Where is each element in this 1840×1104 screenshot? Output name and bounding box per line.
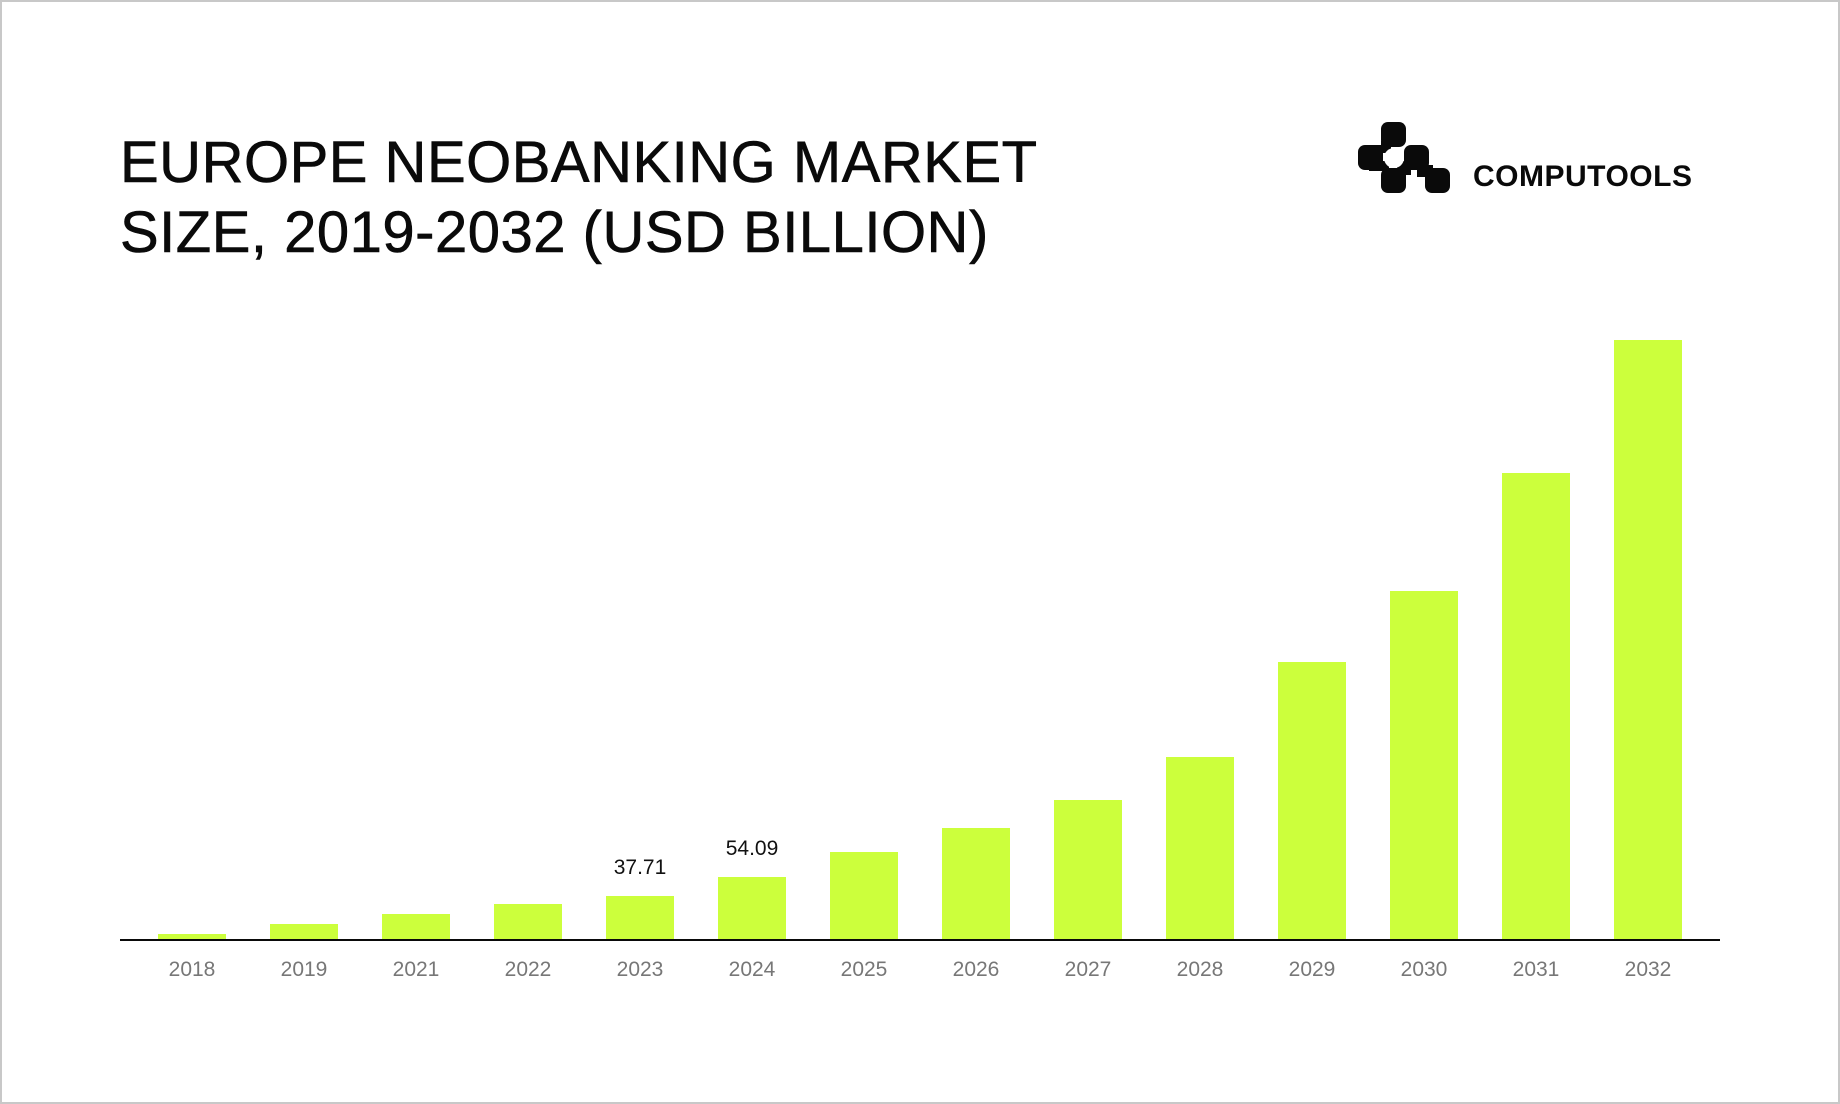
bar-2026 [942, 828, 1010, 940]
x-tick-label-2018: 2018 [168, 958, 216, 981]
bar-slot-2024: 54.09 [696, 300, 808, 940]
x-axis-labels: 2018 2019 2021 2022 2023 2024 2025 2026 2027 2028… [136, 958, 1704, 982]
bar-slot-2026 [920, 300, 1032, 940]
bar-series: 37.71 54.09 [136, 300, 1704, 940]
x-tick-label-2023: 2023 [616, 958, 664, 981]
x-tick-label-2026: 2026 [952, 958, 1000, 981]
data-label-2023: 37.71 [613, 856, 667, 879]
chart-title-line-1: EUROPE NEOBANKING MARKET [120, 130, 1038, 196]
bar-2023 [606, 896, 674, 940]
plot-area: 37.71 54.09 [120, 300, 1720, 940]
bar-slot-2022 [472, 300, 584, 940]
bar-2030 [1390, 591, 1458, 940]
bar-slot-2028 [1144, 300, 1256, 940]
bar-2018 [158, 934, 226, 940]
brand-logo: COMPUTOOLS [1357, 119, 1692, 195]
bar-2029 [1278, 662, 1346, 940]
bar-slot-2023: 37.71 [584, 300, 696, 940]
computools-logo-icon [1358, 122, 1450, 193]
bar-slot-2030 [1368, 300, 1480, 940]
x-tick-label-2028: 2028 [1176, 958, 1224, 981]
x-tick-label-2025: 2025 [840, 958, 888, 981]
bar-2027 [1054, 800, 1122, 940]
bar-2022 [494, 904, 562, 940]
chart-title-line-2: SIZE, 2019-2032 (USD BILLION) [120, 200, 989, 266]
bar-2024 [718, 877, 786, 940]
bar-slot-2032 [1592, 300, 1704, 940]
x-tick-label-2022: 2022 [504, 958, 552, 981]
chart-title: EUROPE NEOBANKING MARKET SIZE, 2019-2032… [120, 128, 1038, 268]
bar-slot-2019 [248, 300, 360, 940]
x-tick-label-2019: 2019 [280, 958, 328, 981]
bar-2032 [1614, 340, 1682, 940]
x-tick-label-2032: 2032 [1624, 958, 1672, 981]
bar-2019 [270, 924, 338, 940]
x-tick-label-2021: 2021 [392, 958, 440, 981]
x-axis-line [120, 939, 1720, 941]
bar-slot-2025 [808, 300, 920, 940]
bar-2028 [1166, 757, 1234, 940]
bar-slot-2027 [1032, 300, 1144, 940]
data-label-2024: 54.09 [725, 837, 779, 860]
brand-name: COMPUTOOLS [1473, 160, 1693, 193]
bar-2021 [382, 914, 450, 940]
x-tick-label-2031: 2031 [1512, 958, 1560, 981]
bar-2025 [830, 852, 898, 940]
bar-slot-2021 [360, 300, 472, 940]
x-tick-label-2029: 2029 [1288, 958, 1336, 981]
x-tick-label-2030: 2030 [1400, 958, 1448, 981]
x-tick-label-2027: 2027 [1064, 958, 1112, 981]
x-tick-label-2024: 2024 [728, 958, 776, 981]
bar-slot-2029 [1256, 300, 1368, 940]
bar-slot-2031 [1480, 300, 1592, 940]
bar-slot-2018 [136, 300, 248, 940]
bar-2031 [1502, 473, 1570, 940]
